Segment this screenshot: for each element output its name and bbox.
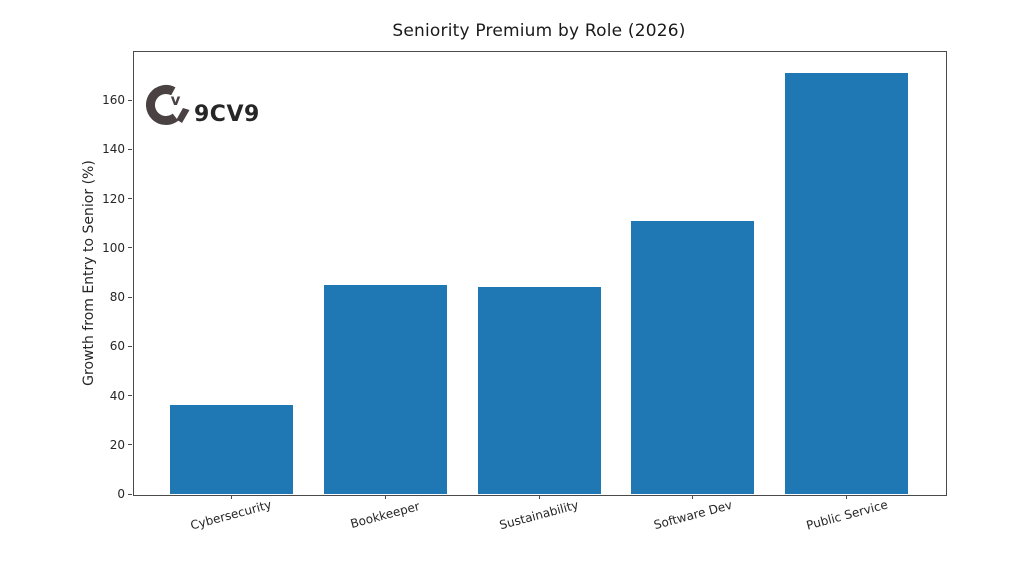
x-tick-label-sustainability: Sustainability bbox=[497, 497, 581, 533]
y-tick-mark bbox=[128, 99, 132, 101]
svg-text:v: v bbox=[171, 91, 181, 109]
x-tick-label-bookkeeper: Bookkeeper bbox=[349, 499, 422, 531]
x-tick-label-cybersecurity: Cybersecurity bbox=[189, 497, 274, 533]
bar-public-service bbox=[785, 73, 909, 494]
y-tick-mark bbox=[128, 148, 132, 150]
bar-bookkeeper bbox=[323, 284, 447, 494]
logo-9cv9: v 9CV9 bbox=[146, 81, 260, 127]
x-tick-mark bbox=[846, 495, 848, 499]
y-tick-label: 160 bbox=[102, 93, 125, 108]
x-tick-mark bbox=[538, 495, 540, 499]
x-tick-mark bbox=[692, 495, 694, 499]
y-tick-label: 0 bbox=[117, 487, 125, 501]
y-tick-mark bbox=[128, 247, 132, 249]
bar-software-dev bbox=[631, 220, 755, 494]
plot-area bbox=[133, 51, 947, 496]
y-tick-mark bbox=[128, 345, 132, 347]
y-tick-mark bbox=[128, 444, 132, 446]
y-tick-mark bbox=[128, 296, 132, 298]
x-tick-mark bbox=[230, 495, 232, 499]
y-tick-label: 20 bbox=[109, 437, 125, 452]
y-tick-label: 60 bbox=[109, 339, 125, 354]
9cv9-circle-v-icon: v bbox=[146, 85, 190, 125]
y-tick-label: 100 bbox=[102, 240, 125, 255]
x-tick-label-software-dev: Software Dev bbox=[652, 497, 734, 533]
y-tick-label: 80 bbox=[109, 290, 125, 305]
y-tick-label: 120 bbox=[102, 191, 125, 206]
y-tick-mark bbox=[128, 493, 132, 495]
x-tick-mark bbox=[384, 495, 386, 499]
bar-sustainability bbox=[477, 287, 601, 494]
y-tick-mark bbox=[128, 395, 132, 397]
y-tick-mark bbox=[128, 198, 132, 200]
x-tick-label-public-service: Public Service bbox=[804, 497, 889, 533]
bar-cybersecurity bbox=[169, 405, 293, 494]
chart-title: Seniority Premium by Role (2026) bbox=[392, 21, 686, 41]
y-tick-label: 40 bbox=[109, 388, 125, 403]
9cv9-logo-text: 9CV9 bbox=[194, 102, 260, 127]
y-tick-label: 140 bbox=[102, 142, 125, 157]
